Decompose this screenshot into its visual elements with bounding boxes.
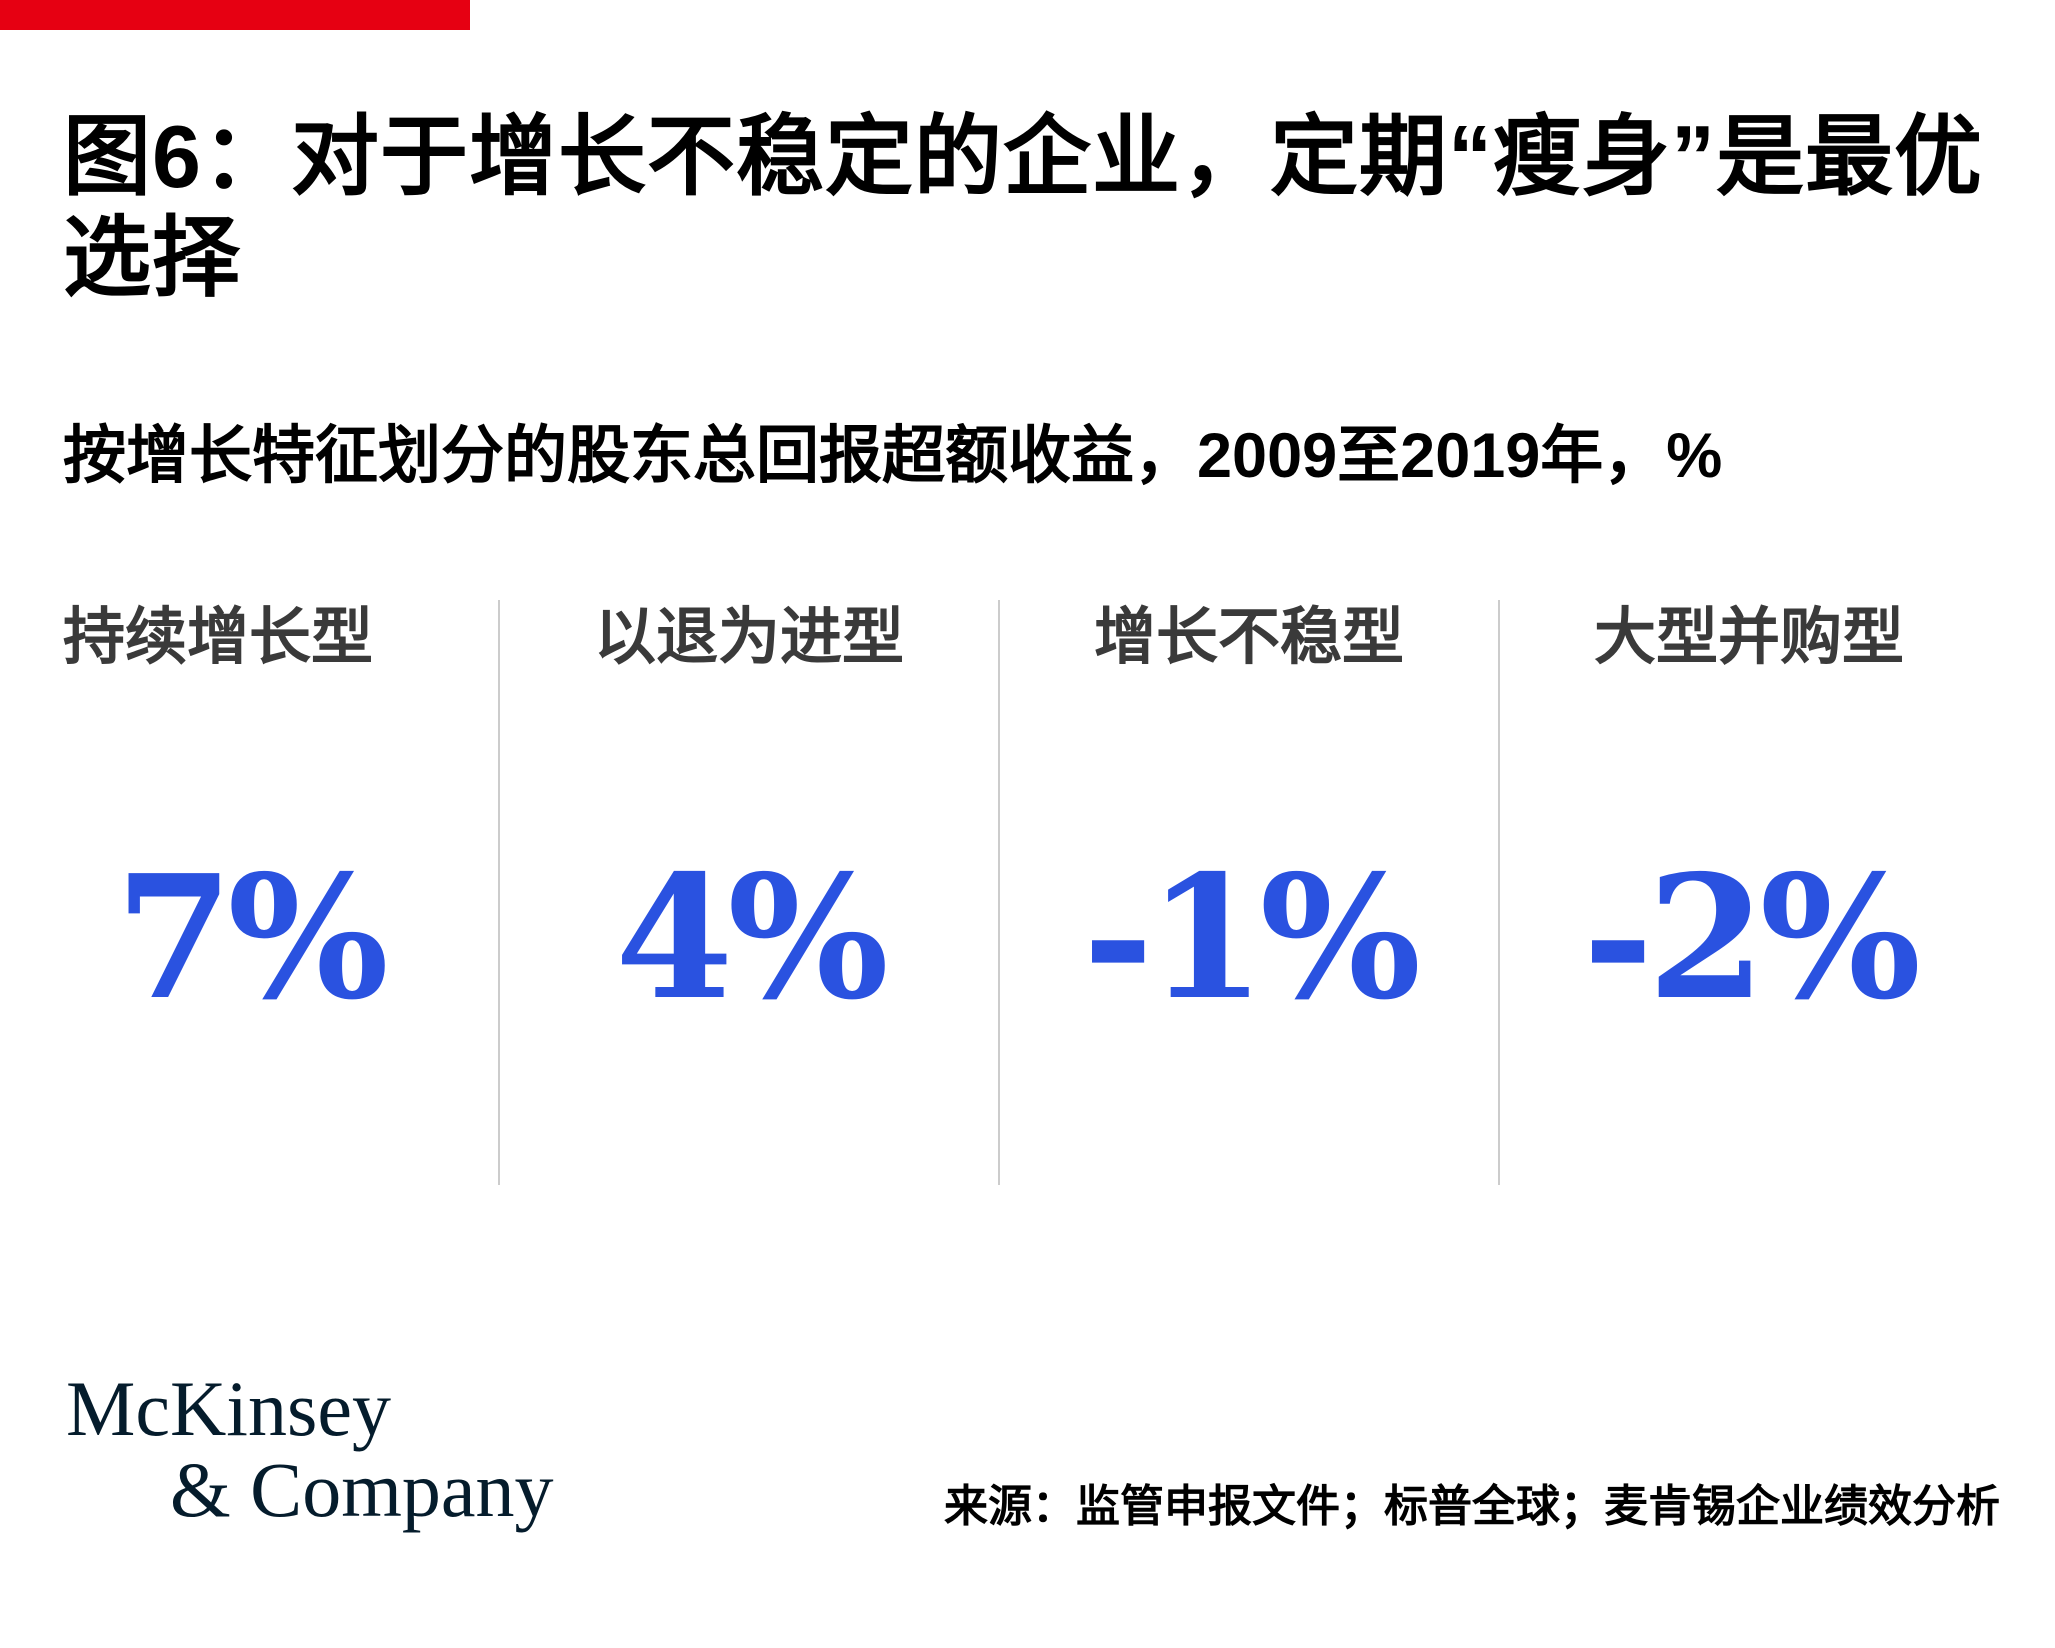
kpi-column-large-ma: 大型并购型 -2% xyxy=(1498,600,1998,1185)
kpi-column-unstable-growth: 增长不稳型 -1% xyxy=(998,600,1498,1185)
column-header: 持续增长型 xyxy=(63,603,374,672)
column-value: -1% xyxy=(1082,838,1421,1039)
column-header: 大型并购型 xyxy=(1593,603,1904,672)
accent-bar xyxy=(0,0,470,30)
column-value: 4% xyxy=(615,838,889,1039)
kpi-column-retreat-to-advance: 以退为进型 4% xyxy=(498,600,998,1185)
exhibit-title-line-2: 选择 xyxy=(63,208,242,308)
column-header: 以退为进型 xyxy=(593,603,904,672)
logo-line-2: & Company xyxy=(170,1446,554,1534)
logo-line-1: McKinsey xyxy=(66,1365,391,1452)
kpi-columns: 持续增长型 7% 以退为进型 4% 增长不稳型 -1% 大型并购型 -2% xyxy=(0,600,1998,1185)
kpi-column-sustained-growth: 持续增长型 7% xyxy=(0,600,498,1185)
mckinsey-logo: McKinsey & Company xyxy=(66,1368,554,1530)
exhibit-subtitle: 按增长特征划分的股东总回报超额收益，2009至2019年，% xyxy=(63,421,1723,491)
exhibit-title: 图6：对于增长不稳定的企业，定期“瘦身”是最优 选择 xyxy=(63,106,2013,308)
source-note: 来源：监管申报文件；标普全球；麦肯锡企业绩效分析 xyxy=(944,1482,2000,1531)
column-value: -2% xyxy=(1582,838,1921,1039)
column-header: 增长不稳型 xyxy=(1093,603,1404,672)
exhibit-title-line-1: 图6：对于增长不稳定的企业，定期“瘦身”是最优 xyxy=(63,107,1983,206)
column-value: 7% xyxy=(115,838,389,1039)
